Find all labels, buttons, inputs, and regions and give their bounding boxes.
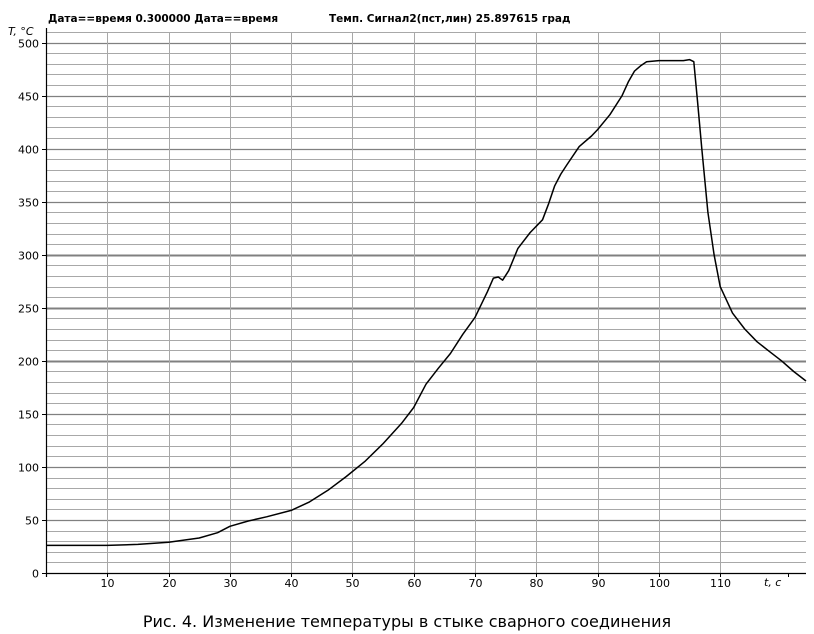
x-tick-label: 80 <box>530 577 544 590</box>
x-tick-label: 40 <box>285 577 299 590</box>
header-signal-readout: Темп. Сигнал2(пст,лин) 25.897615 град <box>329 13 571 25</box>
minor-grid <box>46 32 806 563</box>
y-tick-label: 200 <box>18 356 39 369</box>
x-tick-label: 90 <box>592 577 606 590</box>
y-tick-label: 0 <box>32 568 39 581</box>
y-tick-label: 350 <box>18 197 39 210</box>
axes <box>42 28 806 577</box>
x-tick-label: 10 <box>101 577 115 590</box>
y-tick-label: 250 <box>18 303 39 316</box>
header-left-readout: Дата==время 0.300000 Дата==время <box>48 13 279 25</box>
y-tick-label: 450 <box>18 91 39 104</box>
y-tick-label: 400 <box>18 144 39 157</box>
y-tick-labels: 0 50 100 150 200 250 300 350 400 450 500 <box>18 38 39 581</box>
x-tick-label: 70 <box>469 577 483 590</box>
y-tick-label: 50 <box>25 515 39 528</box>
major-grid <box>46 32 806 573</box>
y-tick-label: 300 <box>18 250 39 263</box>
x-tick-label: 60 <box>408 577 422 590</box>
y-tick-label: 500 <box>18 38 39 51</box>
y-tick-label: 150 <box>18 409 39 422</box>
temperature-series-line <box>46 58 807 547</box>
x-tick-labels: 10 20 30 40 50 60 70 80 90 100 110 <box>101 577 732 590</box>
x-tick-label: 100 <box>649 577 670 590</box>
x-tick-label: 30 <box>224 577 238 590</box>
x-tick-label: 110 <box>710 577 731 590</box>
x-tick-label: 50 <box>346 577 360 590</box>
x-axis-label: t, с <box>764 576 781 589</box>
figure-caption: Рис. 4. Изменение температуры в стыке св… <box>142 612 672 631</box>
y-axis-label: T, °C <box>8 25 34 38</box>
y-tick-label: 100 <box>18 462 39 475</box>
x-tick-label: 20 <box>163 577 177 590</box>
temperature-chart: 0 50 100 150 200 250 300 350 400 450 500 10 20 30 40 5… <box>8 25 807 590</box>
